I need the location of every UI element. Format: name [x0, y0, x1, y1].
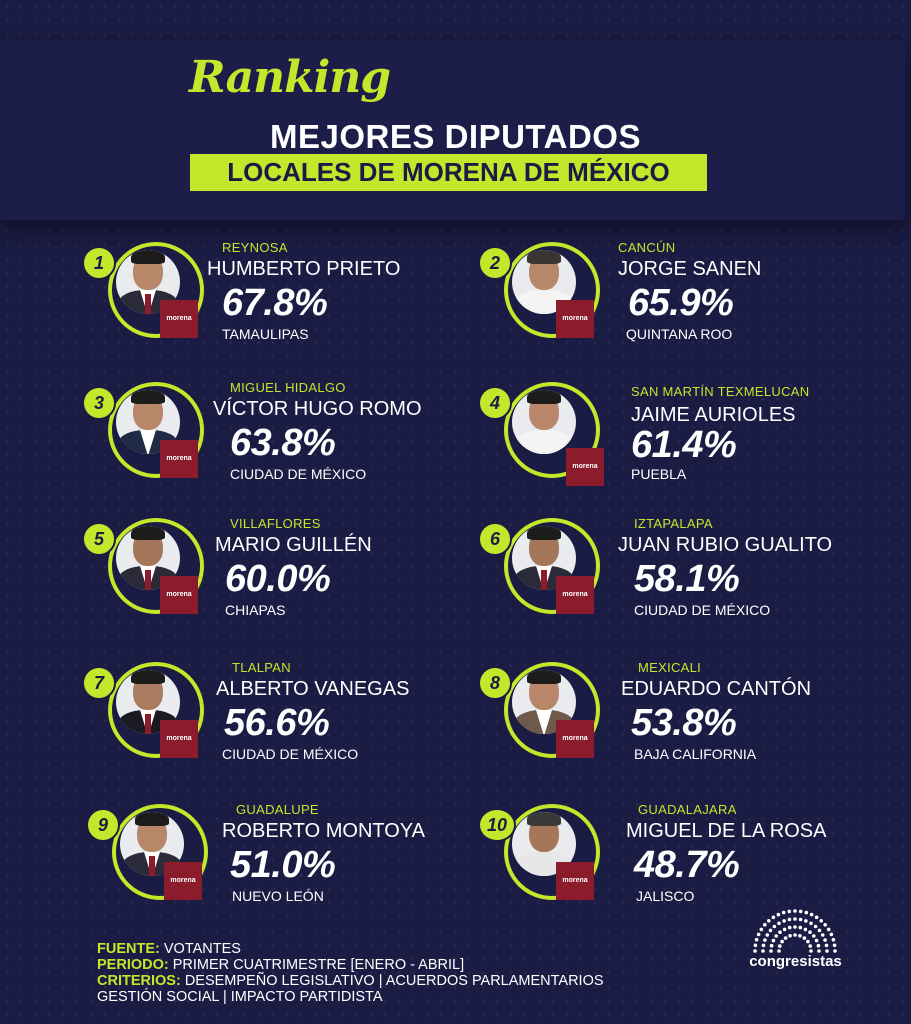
deputy-name: JAIME AURIOLES	[631, 404, 796, 426]
deputy-name: EDUARDO CANTÓN	[621, 678, 812, 700]
city-label: MEXICALI	[638, 660, 702, 675]
approval-percent: 48.7%	[634, 844, 740, 886]
rank-badge: 5	[82, 522, 116, 556]
city-label: MIGUEL HIDALGO	[230, 380, 346, 395]
rank-badge: 9	[86, 808, 120, 842]
deputy-photo	[116, 526, 180, 590]
source-value: VOTANTES	[163, 941, 241, 957]
city-label: REYNOSA	[222, 240, 288, 255]
ranking-entry-3: 3 morena MIGUEL HIDALGO VÍCTOR HUGO ROMO…	[82, 378, 512, 508]
criteria-value: DESEMPEÑO LEGISLATIVO | ACUERDOS PARLAME…	[184, 973, 604, 989]
ranking-entry-8: 8 morena MEXICALI EDUARDO CANTÓN 53.8% B…	[478, 658, 908, 788]
approval-percent: 56.6%	[224, 702, 330, 744]
ranking-entry-2: 2 morena CANCÚN JORGE SANEN 65.9% QUINTA…	[478, 238, 908, 368]
approval-percent: 58.1%	[634, 558, 740, 600]
main-title: MEJORES DIPUTADOS	[270, 118, 641, 155]
ranking-title: Ranking	[189, 52, 391, 103]
ranking-entry-9: 9 morena GUADALUPE ROBERTO MONTOYA 51.0%…	[86, 800, 516, 930]
rank-badge: 8	[478, 666, 512, 700]
criteria-label: CRITERIOS:	[97, 973, 181, 989]
state-label: BAJA CALIFORNIA	[634, 746, 757, 762]
rank-badge: 1	[82, 246, 116, 280]
dome-dots-icon	[753, 909, 837, 953]
deputy-photo	[512, 390, 576, 454]
rank-badge: 2	[478, 246, 512, 280]
footer-source: FUENTE: VOTANTES	[97, 941, 604, 957]
deputy-name: ROBERTO MONTOYA	[222, 820, 425, 842]
deputy-name: ALBERTO VANEGAS	[216, 678, 410, 700]
ranking-entry-5: 5 morena VILLAFLORES MARIO GUILLÉN 60.0%…	[82, 514, 512, 644]
ranking-entry-4: 4 morena SAN MARTÍN TEXMELUCAN JAIME AUR…	[478, 378, 908, 508]
approval-percent: 63.8%	[230, 422, 336, 464]
city-label: IZTAPALAPA	[634, 516, 713, 531]
state-label: CIUDAD DE MÉXICO	[230, 466, 367, 482]
approval-percent: 65.9%	[628, 282, 734, 324]
state-label: NUEVO LEÓN	[232, 888, 324, 904]
approval-percent: 61.4%	[631, 424, 737, 466]
congresistas-logo: congresistas	[738, 905, 853, 975]
morena-logo: morena	[160, 300, 198, 338]
footer-period: PERIODO: PRIMER CUATRIMESTRE [ENERO - AB…	[97, 957, 604, 973]
approval-percent: 67.8%	[222, 282, 328, 324]
approval-percent: 53.8%	[631, 702, 737, 744]
city-label: TLALPAN	[232, 660, 291, 675]
ranking-entry-10: 10 morena GUADALAJARA MIGUEL DE LA ROSA …	[478, 800, 908, 930]
approval-percent: 60.0%	[225, 558, 331, 600]
deputy-name: JORGE SANEN	[618, 258, 762, 280]
ranking-entry-7: 7 morena TLALPAN ALBERTO VANEGAS 56.6% C…	[82, 658, 512, 788]
source-label: FUENTE:	[97, 941, 160, 957]
footer-notes: FUENTE: VOTANTES PERIODO: PRIMER CUATRIM…	[97, 941, 604, 1005]
state-label: CHIAPAS	[225, 602, 286, 618]
rank-badge: 6	[478, 522, 512, 556]
approval-percent: 51.0%	[230, 844, 336, 886]
morena-logo: morena	[160, 720, 198, 758]
ranking-entry-1: 1 morena REYNOSA HUMBERTO PRIETO 67.8% T…	[82, 238, 512, 368]
state-label: JALISCO	[636, 888, 695, 904]
deputy-name: JUAN RUBIO GUALITO	[618, 534, 833, 556]
city-label: VILLAFLORES	[230, 516, 321, 531]
brand-name: congresistas	[749, 953, 842, 970]
morena-logo: morena	[556, 300, 594, 338]
state-label: PUEBLA	[631, 466, 687, 482]
criteria-value-line2: GESTIÓN SOCIAL | IMPACTO PARTIDISTA	[97, 989, 383, 1005]
morena-logo: morena	[556, 862, 594, 900]
period-label: PERIODO:	[97, 957, 169, 973]
rank-badge: 7	[82, 666, 116, 700]
morena-logo: morena	[556, 720, 594, 758]
morena-logo: morena	[566, 448, 604, 486]
state-label: QUINTANA ROO	[626, 326, 733, 342]
subtitle-bar: LOCALES DE MORENA DE MÉXICO	[190, 154, 707, 191]
footer-criteria: CRITERIOS: DESEMPEÑO LEGISLATIVO | ACUER…	[97, 973, 604, 989]
ranking-entry-6: 6 morena IZTAPALAPA JUAN RUBIO GUALITO 5…	[478, 514, 908, 644]
morena-logo: morena	[160, 440, 198, 478]
city-label: GUADALAJARA	[638, 802, 737, 817]
city-label: SAN MARTÍN TEXMELUCAN	[631, 384, 810, 399]
period-value: PRIMER CUATRIMESTRE [ENERO - ABRIL]	[172, 957, 465, 973]
rank-badge: 4	[478, 386, 512, 420]
state-label: CIUDAD DE MÉXICO	[222, 746, 359, 762]
morena-logo: morena	[556, 576, 594, 614]
rank-badge: 10	[478, 808, 516, 842]
state-label: CIUDAD DE MÉXICO	[634, 602, 771, 618]
deputy-name: VÍCTOR HUGO ROMO	[213, 398, 422, 420]
rank-badge: 3	[82, 386, 116, 420]
city-label: CANCÚN	[618, 240, 676, 255]
deputy-name: MIGUEL DE LA ROSA	[626, 820, 827, 842]
state-label: TAMAULIPAS	[222, 326, 309, 342]
deputy-name: HUMBERTO PRIETO	[207, 258, 401, 280]
morena-logo: morena	[160, 576, 198, 614]
deputy-name: MARIO GUILLÉN	[215, 534, 372, 556]
city-label: GUADALUPE	[236, 802, 319, 817]
morena-logo: morena	[164, 862, 202, 900]
